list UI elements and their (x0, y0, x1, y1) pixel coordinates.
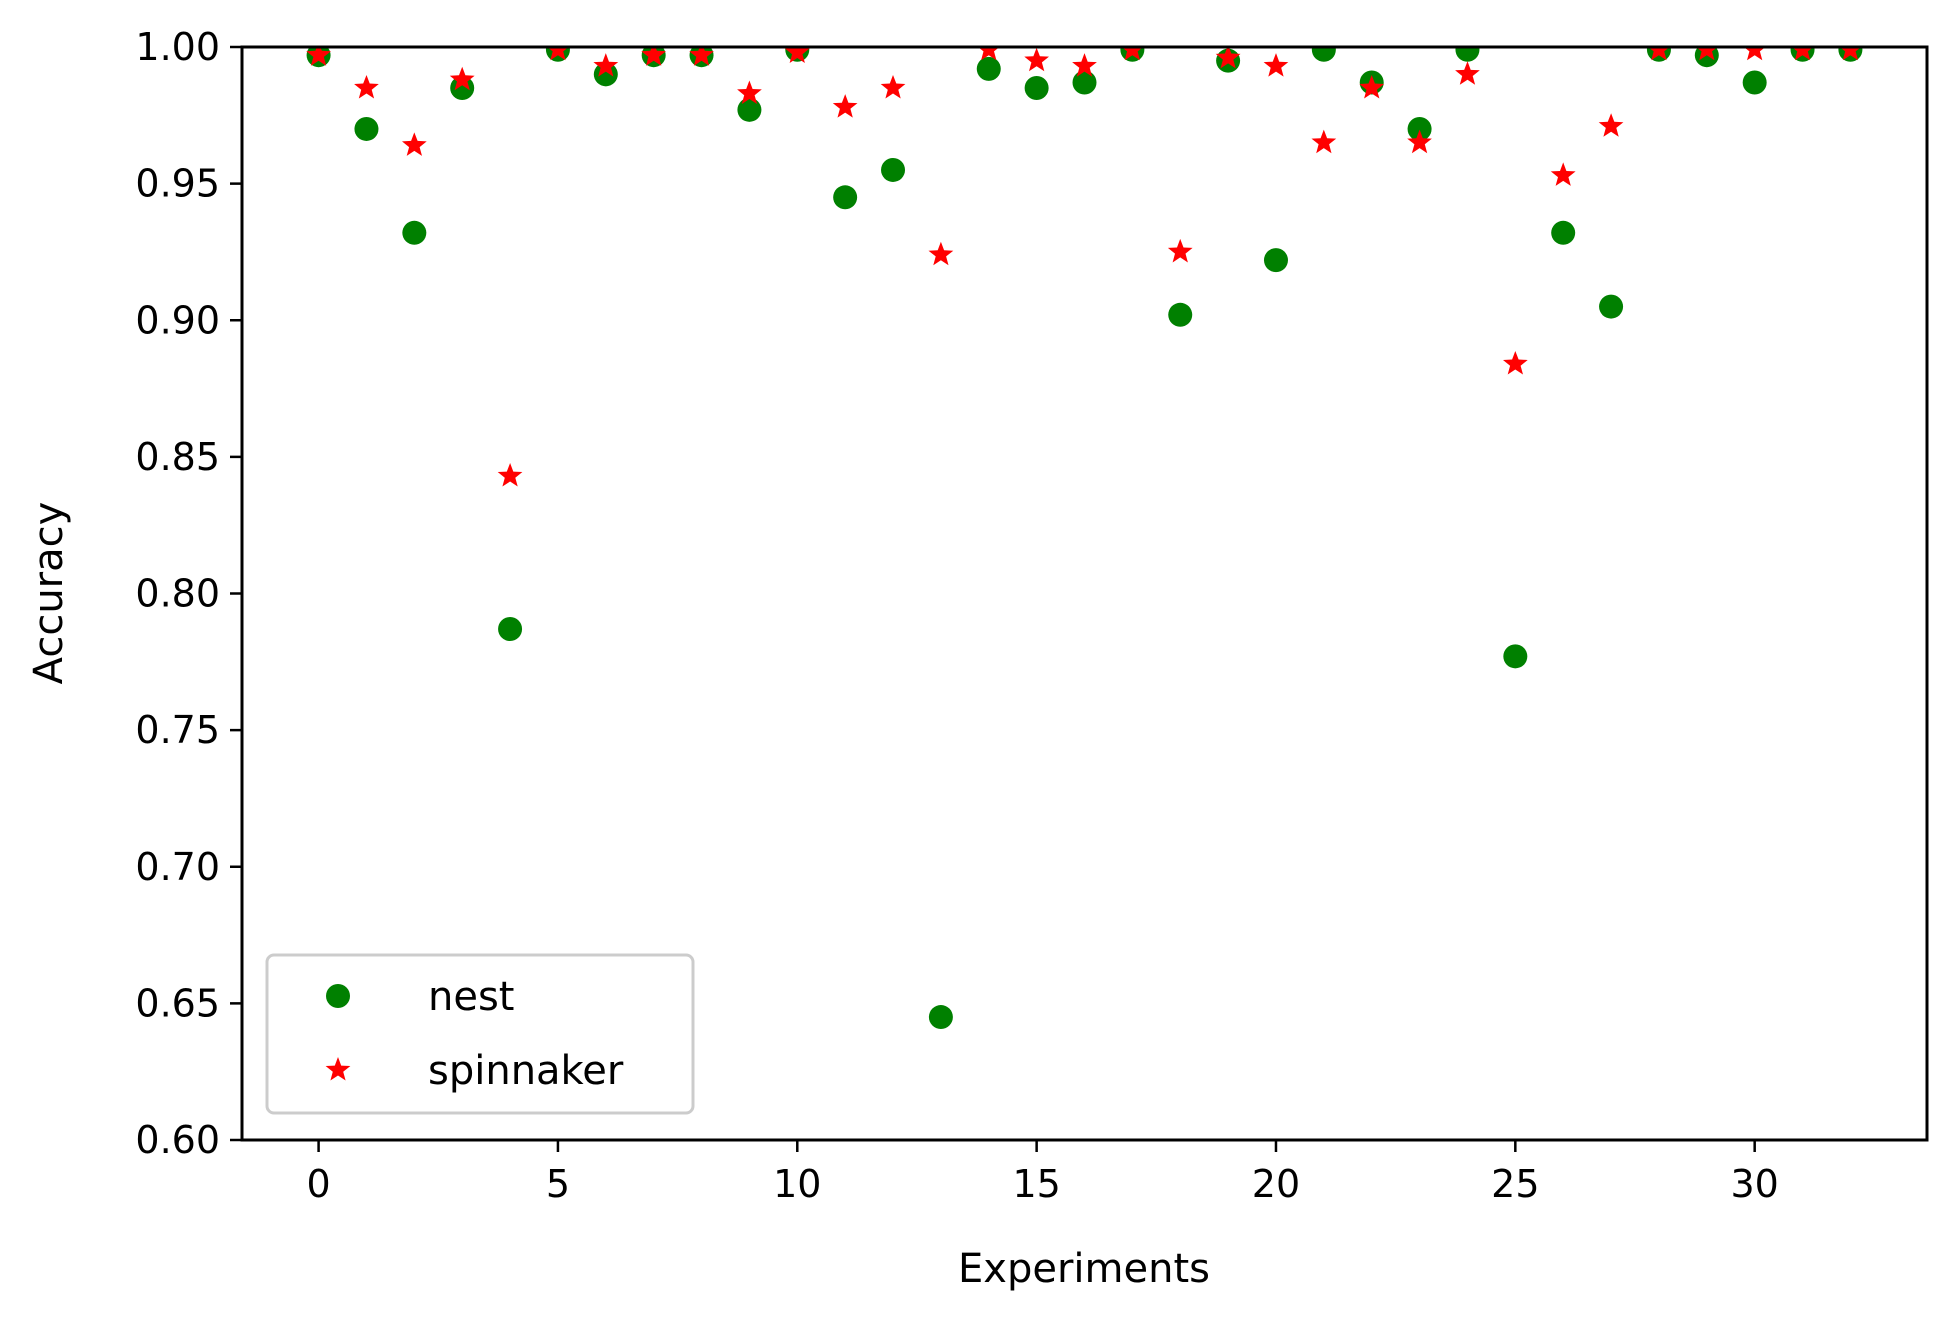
legend-nest-label: nest (428, 974, 514, 1020)
x-tick-label: 25 (1491, 1162, 1539, 1206)
legend: nest spinnaker (265, 953, 695, 1115)
spinnaker-point (1121, 47, 1144, 61)
spinnaker-point (1791, 47, 1814, 61)
spinnaker-point (1167, 238, 1193, 263)
marks-layer (306, 47, 1863, 1030)
spinnaker-point (1550, 162, 1576, 186)
nest-point (402, 220, 427, 245)
spinnaker-point (1263, 53, 1289, 77)
legend-nest-marker (326, 984, 350, 1008)
y-tick-label: 0.70 (135, 845, 220, 889)
spinnaker-point (354, 75, 379, 99)
y-axis-label: Accuracy (26, 502, 72, 685)
y-tick-label: 0.60 (135, 1118, 220, 1162)
spinnaker-point (1503, 351, 1528, 375)
legend-box (265, 953, 695, 1115)
spinnaker-point (928, 241, 954, 266)
spinnaker-point (497, 463, 523, 487)
spinnaker-point (832, 94, 858, 118)
nest-point (1503, 644, 1528, 669)
nest-point (881, 157, 906, 182)
y-tick-label: 0.85 (135, 435, 220, 479)
y-tick-label: 0.95 (135, 162, 220, 206)
spinnaker-point (1072, 53, 1097, 77)
nest-point (593, 62, 618, 87)
legend-spinnaker-marker (325, 1057, 351, 1081)
spinnaker-point (689, 47, 714, 66)
nest-point (354, 116, 379, 141)
x-tick-label: 30 (1730, 1162, 1778, 1206)
ticks-layer: 0 5 10 15 20 25 30 0.60 0.65 0.70 0.75 0.80 0.85 0.90… (135, 25, 1778, 1206)
spinnaker-point (784, 47, 810, 63)
spinnaker-point (1455, 61, 1480, 85)
x-tick-label: 5 (546, 1162, 570, 1206)
legend-spinnaker-label: spinnaker (428, 1048, 624, 1094)
spinnaker-point (1839, 47, 1862, 61)
spinnaker-point (978, 47, 1000, 61)
nest-point (1263, 248, 1288, 273)
spinnaker-point (1024, 47, 1049, 72)
data-points (306, 47, 1863, 1030)
spinnaker-point (880, 75, 906, 99)
nest-point (976, 56, 1001, 81)
nest-point (833, 185, 858, 210)
x-tick-label: 0 (306, 1162, 330, 1206)
x-axis-label: Experiments (958, 1246, 1210, 1292)
spinnaker-point (1407, 129, 1432, 154)
nest-point (928, 1005, 953, 1030)
spinnaker-point (547, 47, 569, 61)
nest-point (1599, 294, 1624, 319)
nest-point (498, 617, 523, 642)
y-tick-label: 1.00 (135, 25, 220, 69)
nest-point (1072, 70, 1097, 95)
spinnaker-point (641, 47, 666, 66)
spinnaker-point (1359, 75, 1385, 99)
spinnaker-point (402, 132, 427, 156)
nest-point (1551, 220, 1576, 245)
spinnaker-point (1598, 113, 1624, 137)
spinnaker-point (1648, 47, 1670, 61)
x-tick-label: 20 (1252, 1162, 1300, 1206)
nest-point (1455, 47, 1480, 62)
nest-point (1311, 47, 1336, 62)
spinnaker-point (449, 66, 475, 91)
y-tick-label: 0.80 (135, 572, 220, 616)
spinnaker-point (737, 80, 762, 104)
nest-point (737, 97, 762, 122)
x-tick-label: 10 (773, 1162, 821, 1206)
nest-point (450, 75, 475, 100)
nest-point (1694, 47, 1719, 68)
spinnaker-point (1743, 47, 1766, 61)
nest-point (1407, 116, 1432, 141)
spinnaker-point (1696, 47, 1718, 61)
y-tick-label: 0.90 (135, 298, 220, 342)
series-spinnaker (306, 47, 1862, 487)
y-tick-label: 0.65 (135, 981, 220, 1025)
spinnaker-point (593, 53, 619, 77)
x-tick-label: 15 (1012, 1162, 1060, 1206)
nest-point (1024, 75, 1049, 100)
y-tick-label: 0.75 (135, 708, 220, 752)
nest-point (1742, 70, 1767, 95)
nest-point (1168, 302, 1193, 327)
spinnaker-point (1215, 47, 1241, 69)
spinnaker-point (1311, 129, 1337, 154)
spinnaker-point (306, 47, 331, 66)
